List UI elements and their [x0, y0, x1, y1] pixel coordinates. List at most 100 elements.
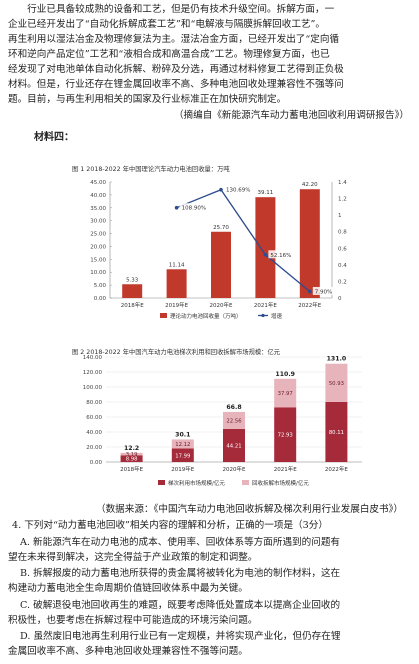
y-tick-label: 120.00: [83, 370, 103, 376]
passage-paragraph: 行业已具备较成熟的设备和工艺，但是仍有技术升级空间。拆解方面，一 企业已经开发出…: [8, 2, 412, 107]
bar-value-label: 5.33: [126, 277, 139, 283]
data-source-note: （数据来源：《中国汽车动力电池回收拆解及梯次利用行业发展白皮书》）: [96, 504, 403, 515]
y-tick-label: 10.00: [90, 270, 106, 276]
total-label: 12.2: [124, 445, 139, 452]
growth-label: 130.69%: [226, 188, 250, 194]
y-tick-label: 20.00: [86, 445, 102, 451]
y2-tick-label: 1.2: [338, 197, 347, 203]
bar-value-label: 25.70: [213, 225, 229, 231]
y-tick-label: 25.00: [90, 232, 106, 238]
y-tick-label: 100.00: [83, 385, 103, 391]
option-line: 望在未来得到解决，这完全得益于产业政策的制定和调整。: [8, 552, 258, 563]
bar-segment-cascade: [274, 407, 297, 462]
legend-swatch: [160, 313, 167, 318]
x-tick-label: 2018年E: [120, 465, 143, 473]
y-tick-label: 80.00: [86, 400, 102, 406]
total-label: 30.1: [175, 431, 190, 438]
option-a: A. 新能源汽车在动力电池的成本、使用率、回收体系等方面所遇到的问题有 望在未来…: [8, 535, 412, 565]
bar-segment-cascade: [325, 401, 348, 462]
segment-label: 3.19: [126, 452, 138, 458]
segment-label: 8.98: [126, 457, 138, 463]
figure-2: 图 2 2018-2022 年中国汽车动力电池梯次利用和回收拆解市场规模：亿元 …: [70, 344, 370, 498]
x-tick-label: 2019年E: [165, 301, 188, 309]
bar-segment-recycle: [120, 452, 143, 456]
total-label: 131.0: [327, 356, 347, 363]
figure-1: 图 1 2018-2022 年中国理论汽车动力电池回收量：万吨 45.00 40.…: [70, 161, 370, 329]
y-tick-label: 45.00: [90, 180, 106, 186]
growth-label-bg: [268, 250, 293, 259]
y-tick-label: 40.00: [90, 193, 106, 199]
option-line: A. 新能源汽车在动力电池的成本、使用率、回收体系等方面所遇到的问题有: [20, 537, 341, 548]
bar-value-label: 39.11: [258, 190, 274, 196]
x-tick-label: 2022年E: [325, 465, 348, 473]
y-tick-label: 35.00: [90, 206, 106, 212]
segment-label: 17.99: [175, 453, 190, 459]
bar: [255, 197, 276, 298]
growth-label: 7.90%: [315, 289, 332, 295]
option-line: 构建动力蓄电池全生命周期价值链回收体系中最为关键。: [8, 583, 248, 594]
total-label: 66.8: [226, 404, 241, 411]
chart-2: 140.00 120.00 100.00 80.00 60.00 40.00 20.00 0.…: [83, 355, 362, 487]
legend-label: 增速: [271, 312, 283, 320]
option-line: C. 破解退役电池回收再生的难题，既要考虑降低处置成本以提高企业回收的: [20, 600, 341, 611]
option-line: 金属回收率不高、多种电池回收处理兼容性不强等问题。: [8, 646, 248, 657]
growth-point: [308, 289, 312, 294]
bar-segment-recycle: [171, 439, 194, 449]
passage-line: 再生利用以湿法冶金及物理修复法为主。湿法冶金方面，已经开发出了“定向循: [8, 34, 340, 45]
y-tick-label: 0.00: [94, 296, 107, 302]
option-d: D. 虽然废旧电池再生利用行业已有一定规模，并将实现产业化，但仍存在锂 金属回收…: [8, 629, 412, 659]
passage-source: （摘编自《新能源汽车动力蓄电池回收利用调研报告》）: [173, 110, 409, 121]
growth-label: 108.90%: [182, 206, 206, 212]
x-tick-label: 2020年E: [223, 465, 246, 473]
bar: [166, 269, 187, 298]
legend-marker: [261, 313, 265, 318]
bar-value-label: 11.14: [169, 262, 185, 268]
y-tick-label: 60.00: [86, 415, 102, 421]
passage-line: 材料。但是，行业还存在锂金属回收率不高、多种电池回收处理兼容性不强等问: [8, 79, 344, 90]
passage-line: 经发现了对电池单体自动化拆解、粉碎及分选，再通过材料修复工艺得到正负极: [8, 64, 344, 75]
option-line: B. 拆解报废的动力蓄电池所获得的贵金属将被转化为电池的制作材料，这在: [20, 568, 341, 579]
growth-point: [174, 205, 179, 210]
x-tick-label: 2021年E: [254, 301, 277, 309]
x-tick-label: 2020年E: [210, 301, 233, 309]
segment-label: 37.97: [278, 391, 293, 397]
y-tick-label: 20.00: [90, 244, 106, 250]
y2-tick-label: 0.8: [338, 230, 347, 236]
chart-1: 45.0040.0035.0030.0025.0020.0015.0010.00…: [90, 180, 347, 320]
x-tick-label: 2018年E: [121, 301, 144, 309]
y-tick-label: 140.00: [83, 355, 103, 361]
figure-2-title: 图 2 2018-2022 年中国汽车动力电池梯次利用和回收拆解市场规模：亿元: [72, 349, 281, 356]
segment-label: 72.93: [278, 433, 293, 439]
segment-label: 12.12: [175, 442, 190, 448]
x-tick-label: 2019年E: [171, 465, 194, 473]
option-b: B. 拆解报废的动力蓄电池所获得的贵金属将被转化为电池的制作材料，这在 构建动力…: [8, 566, 412, 596]
growth-point: [263, 252, 268, 257]
legend-label: 梯次利用市场规模/亿元: [168, 479, 225, 487]
segment-label: 22.56: [226, 418, 242, 424]
y2-tick-label: 0: [338, 296, 342, 302]
growth-label-bg: [224, 185, 252, 194]
x-tick-label: 2021年E: [274, 465, 297, 473]
legend-swatch: [242, 480, 249, 485]
bar: [299, 189, 320, 298]
x-tick-label: 2022年E: [298, 301, 321, 309]
material-heading: 材料四：: [34, 132, 74, 143]
option-c: C. 破解退役电池回收再生的难题，既要考虑降低处置成本以提高企业回收的 积极性，…: [8, 598, 412, 628]
passage-line: 行业已具备较成熟的设备和工艺，但是仍有技术升级空间。拆解方面，一: [8, 4, 335, 15]
option-line: 积极性，也要考虑在拆解过程中可能造成的环境污染问题。: [8, 615, 258, 626]
bar-segment-recycle: [325, 363, 348, 402]
segment-label: 80.11: [329, 430, 344, 436]
y2-tick-label: 1.4: [338, 180, 347, 186]
growth-label-bg: [179, 203, 207, 212]
growth-label: 52.16%: [270, 253, 291, 259]
y-tick-label: 0.00: [90, 460, 103, 466]
growth-label-bg: [312, 286, 334, 295]
y2-tick-label: 1: [338, 213, 342, 219]
passage-line: 企业已经开发出了“自动化拆解成套工艺”和“电解液与隔膜拆解回收工艺”。: [8, 19, 326, 30]
bar-segment-recycle: [274, 378, 297, 408]
bar-value-label: 42.20: [302, 182, 318, 188]
growth-line: [176, 188, 311, 292]
y2-tick-label: 0.2: [338, 279, 347, 285]
bar-segment-recycle: [223, 411, 245, 429]
bar: [211, 231, 231, 298]
